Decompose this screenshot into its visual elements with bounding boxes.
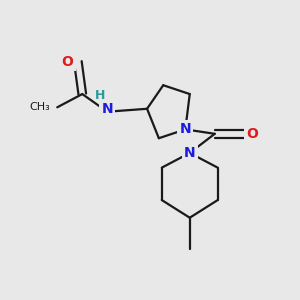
Text: N: N (101, 102, 113, 116)
Text: N: N (184, 146, 196, 160)
Text: H: H (95, 89, 105, 102)
Text: O: O (247, 127, 258, 141)
Text: CH₃: CH₃ (29, 102, 50, 112)
Text: N: N (179, 122, 191, 136)
Text: O: O (61, 55, 74, 69)
